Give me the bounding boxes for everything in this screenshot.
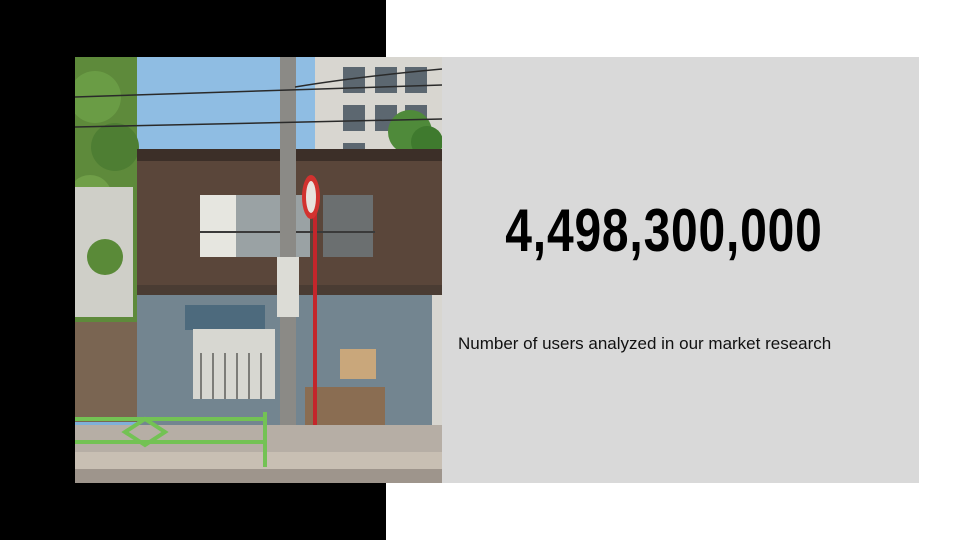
gray-panel (386, 57, 919, 483)
house-photo (75, 57, 442, 483)
stat-value: 4,498,300,000 (505, 197, 823, 264)
stat-caption: Number of users analyzed in our market r… (458, 334, 832, 353)
